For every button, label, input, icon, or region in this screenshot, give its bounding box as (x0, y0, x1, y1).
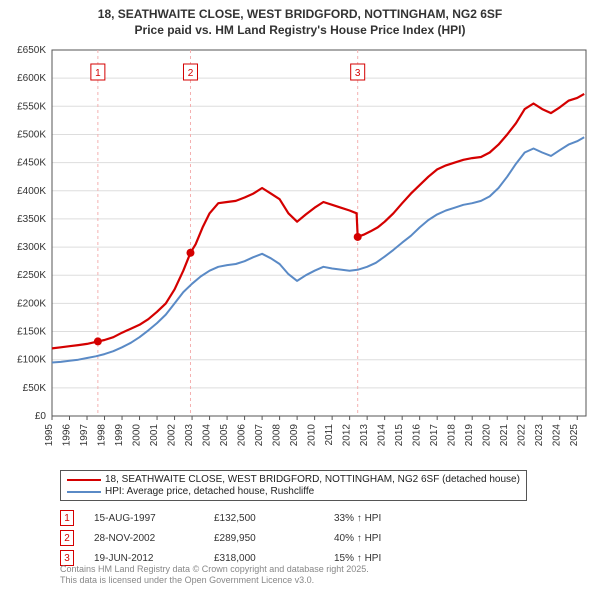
x-axis-tick-label: 2014 (377, 424, 388, 447)
y-axis-tick-label: £350K (17, 214, 46, 225)
title-line-1: 18, SEATHWAITE CLOSE, WEST BRIDGFORD, NO… (0, 6, 600, 22)
price-chart: £0 £50K £100K £150K £200K £250K £300K £350K £400… (0, 42, 600, 462)
x-axis-tick-label: 2025 (569, 424, 580, 447)
x-axis-tick-label: 2015 (394, 424, 405, 447)
sale-row-marker: 2 (60, 530, 74, 546)
y-axis-tick-label: £100K (17, 355, 46, 366)
x-axis-tick-label: 2021 (499, 424, 510, 447)
sale-row-hpi: 40% ↑ HPI (334, 533, 454, 544)
footer-line-2: This data is licensed under the Open Gov… (60, 575, 369, 586)
sale-marker-dot (354, 233, 362, 241)
x-axis-tick-label: 2024 (552, 424, 563, 447)
sales-table-row: 1 15-AUG-1997£132,50033% ↑ HPI (60, 510, 454, 526)
y-axis-tick-label: £450K (17, 158, 46, 169)
x-axis-tick-label: 2016 (412, 424, 423, 447)
x-axis-tick-label: 1998 (97, 424, 108, 447)
legend-swatch (67, 491, 101, 493)
sale-marker-number: 2 (188, 68, 194, 79)
sale-row-date: 15-AUG-1997 (94, 513, 214, 524)
sale-row-marker: 1 (60, 510, 74, 526)
x-axis-tick-label: 2009 (289, 424, 300, 447)
x-axis-tick-label: 2010 (307, 424, 318, 447)
legend-row: 18, SEATHWAITE CLOSE, WEST BRIDGFORD, NO… (67, 474, 520, 485)
sale-marker-dot (94, 337, 102, 345)
footer-line-1: Contains HM Land Registry data © Crown c… (60, 564, 369, 575)
sale-marker-number: 3 (355, 68, 361, 79)
y-axis-tick-label: £250K (17, 270, 46, 281)
x-axis-tick-label: 2017 (429, 424, 440, 447)
sales-table: 1 15-AUG-1997£132,50033% ↑ HPI 2 28-NOV-200… (60, 510, 454, 570)
sale-row-hpi: 33% ↑ HPI (334, 513, 454, 524)
y-axis-tick-label: £300K (17, 242, 46, 253)
legend-row: HPI: Average price, detached house, Rush… (67, 486, 520, 497)
sales-table-row: 2 28-NOV-2002£289,95040% ↑ HPI (60, 530, 454, 546)
x-axis-tick-label: 1997 (79, 424, 90, 447)
y-axis-tick-label: £600K (17, 73, 46, 84)
x-axis-tick-label: 2012 (342, 424, 353, 447)
x-axis-tick-label: 2018 (447, 424, 458, 447)
x-axis-tick-label: 2007 (254, 424, 265, 447)
legend-label: 18, SEATHWAITE CLOSE, WEST BRIDGFORD, NO… (105, 474, 520, 485)
x-axis-tick-label: 1999 (114, 424, 125, 447)
x-axis-tick-label: 2022 (517, 424, 528, 447)
title-line-2: Price paid vs. HM Land Registry's House … (0, 22, 600, 38)
sale-row-price: £132,500 (214, 513, 334, 524)
x-axis-tick-label: 2013 (359, 424, 370, 447)
y-axis-tick-label: £50K (23, 383, 47, 394)
x-axis-tick-label: 2004 (202, 424, 213, 447)
x-axis-tick-label: 2000 (132, 424, 143, 447)
y-axis-tick-label: £400K (17, 186, 46, 197)
y-axis-tick-label: £0 (35, 411, 47, 422)
x-axis-tick-label: 2011 (324, 424, 335, 446)
sale-row-hpi: 15% ↑ HPI (334, 553, 454, 564)
y-axis-tick-label: £150K (17, 327, 46, 338)
x-axis-tick-label: 1996 (62, 424, 73, 447)
chart-legend: 18, SEATHWAITE CLOSE, WEST BRIDGFORD, NO… (60, 470, 527, 501)
x-axis-tick-label: 2023 (534, 424, 545, 447)
x-axis-tick-label: 2003 (184, 424, 195, 447)
x-axis-tick-label: 2001 (149, 424, 160, 447)
x-axis-tick-label: 2008 (272, 424, 283, 447)
y-axis-tick-label: £550K (17, 101, 46, 112)
legend-swatch (67, 479, 101, 481)
legend-label: HPI: Average price, detached house, Rush… (105, 486, 314, 497)
x-axis-tick-label: 2002 (167, 424, 178, 447)
y-axis-tick-label: £500K (17, 129, 46, 140)
sale-marker-number: 1 (95, 68, 101, 79)
x-axis-tick-label: 2019 (464, 424, 475, 447)
sale-row-date: 28-NOV-2002 (94, 533, 214, 544)
x-axis-tick-label: 2005 (219, 424, 230, 447)
y-axis-tick-label: £650K (17, 45, 46, 56)
sale-marker-dot (186, 249, 194, 257)
x-axis-tick-label: 2006 (237, 424, 248, 447)
chart-title: 18, SEATHWAITE CLOSE, WEST BRIDGFORD, NO… (0, 0, 600, 38)
sale-row-price: £289,950 (214, 533, 334, 544)
sale-row-price: £318,000 (214, 553, 334, 564)
attribution-footer: Contains HM Land Registry data © Crown c… (60, 564, 369, 587)
x-axis-tick-label: 2020 (482, 424, 493, 447)
x-axis-tick-label: 1995 (44, 424, 55, 447)
y-axis-tick-label: £200K (17, 298, 46, 309)
sale-row-date: 19-JUN-2012 (94, 553, 214, 564)
